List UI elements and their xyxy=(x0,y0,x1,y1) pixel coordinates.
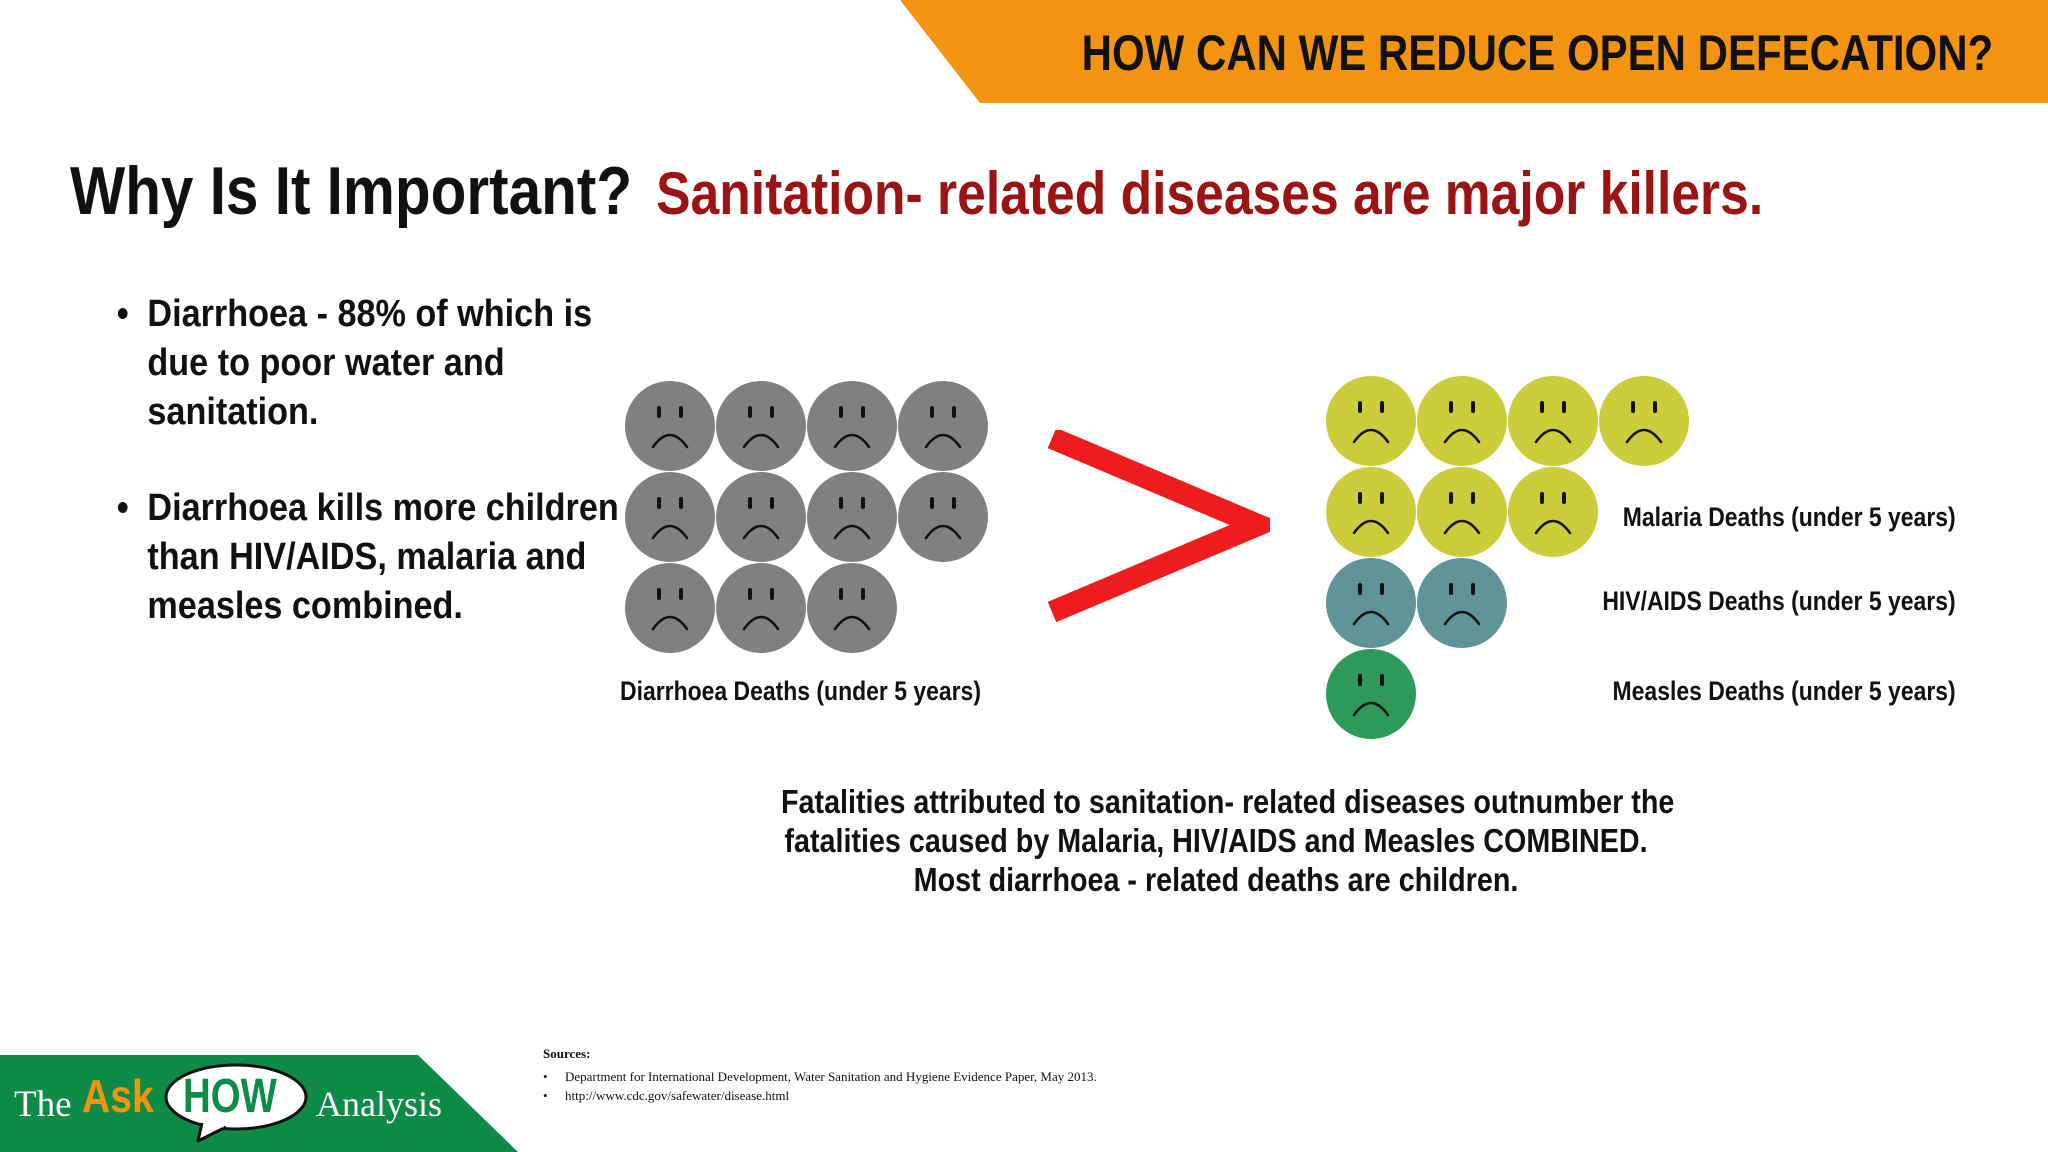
sources-title: Sources: xyxy=(543,1046,591,1061)
sad-face-icon xyxy=(807,563,897,653)
source-text: Department for International Development… xyxy=(565,1069,1097,1084)
bullet-dot-icon: • xyxy=(116,487,129,529)
heading-question: Why Is It Important? xyxy=(70,153,633,229)
sad-face-icon xyxy=(1417,467,1507,557)
malaria-label: Malaria Deaths (under 5 years) xyxy=(1623,502,1956,532)
bullet-text: Diarrhoea kills more children than HIV/A… xyxy=(147,487,619,627)
source-link[interactable]: http://www.cdc.gov/safewater/disease.htm… xyxy=(565,1088,790,1103)
bullet-text: Diarrhoea - 88% of which is due to poor … xyxy=(147,293,593,433)
logo-the: The xyxy=(14,1084,72,1125)
sad-face-icon xyxy=(1417,376,1507,466)
sad-face-icon xyxy=(1326,376,1416,466)
bullet-list: • Diarrhoea - 88% of which is due to poor… xyxy=(115,290,691,678)
bullet-item: • Diarrhoea kills more children than HIV/… xyxy=(115,484,633,631)
diarrhoea-label: Diarrhoea Deaths (under 5 years) xyxy=(620,676,981,706)
bullet-dot-icon: • xyxy=(116,293,129,335)
sad-face-icon xyxy=(898,381,988,471)
sad-face-icon xyxy=(625,563,715,653)
sad-face-icon xyxy=(1508,376,1598,466)
sources: Sources: • Department for International D… xyxy=(543,1046,1097,1105)
banner-title: HOW CAN WE REDUCE OPEN DEFECATION? xyxy=(1081,25,1993,81)
sad-face-icon xyxy=(1326,558,1416,648)
ask-how-logo: The Ask HOW Analysis xyxy=(0,1055,518,1152)
summary-text: Fatalities attributed to sanitation- rel… xyxy=(781,782,1675,899)
sad-face-icon xyxy=(898,472,988,562)
page-heading: Why Is It Important? Sanitation- related … xyxy=(70,152,1763,230)
logo-analysis: Analysis xyxy=(316,1084,442,1124)
sad-face-icon xyxy=(625,472,715,562)
bullet-item: • Diarrhoea - 88% of which is due to poor… xyxy=(115,290,633,437)
summary-line: Most diarrhoea - related deaths are chil… xyxy=(913,861,1519,898)
source-item: • http://www.cdc.gov/safewater/disease.ht… xyxy=(543,1088,790,1103)
sad-face-icon xyxy=(716,563,806,653)
heading-statement: Sanitation- related diseases are major k… xyxy=(656,160,1764,227)
hiv-aids-label: HIV/AIDS Deaths (under 5 years) xyxy=(1602,586,1956,616)
header-banner: HOW CAN WE REDUCE OPEN DEFECATION? xyxy=(900,0,2048,103)
measles-label: Measles Deaths (under 5 years) xyxy=(1612,676,1956,706)
greater-than-icon xyxy=(1047,430,1270,623)
logo-ask: Ask xyxy=(82,1070,154,1122)
sad-face-icon xyxy=(807,472,897,562)
sad-face-icon xyxy=(1508,467,1598,557)
sad-face-icon xyxy=(1326,467,1416,557)
logo-how: HOW xyxy=(183,1070,277,1123)
sad-face-icon xyxy=(716,472,806,562)
sad-face-icon xyxy=(807,381,897,471)
sad-face-icon xyxy=(1417,558,1507,648)
source-item: • Department for International Developmen… xyxy=(543,1069,1097,1084)
sad-face-icon xyxy=(1326,649,1416,739)
sad-face-icon xyxy=(716,381,806,471)
summary-line: fatalities caused by Malaria, HIV/AIDS a… xyxy=(784,822,1648,859)
summary-line: Fatalities attributed to sanitation- rel… xyxy=(781,783,1675,820)
sad-face-icon xyxy=(1599,376,1689,466)
speech-bubble-icon xyxy=(164,1063,308,1143)
sad-face-icon xyxy=(625,381,715,471)
